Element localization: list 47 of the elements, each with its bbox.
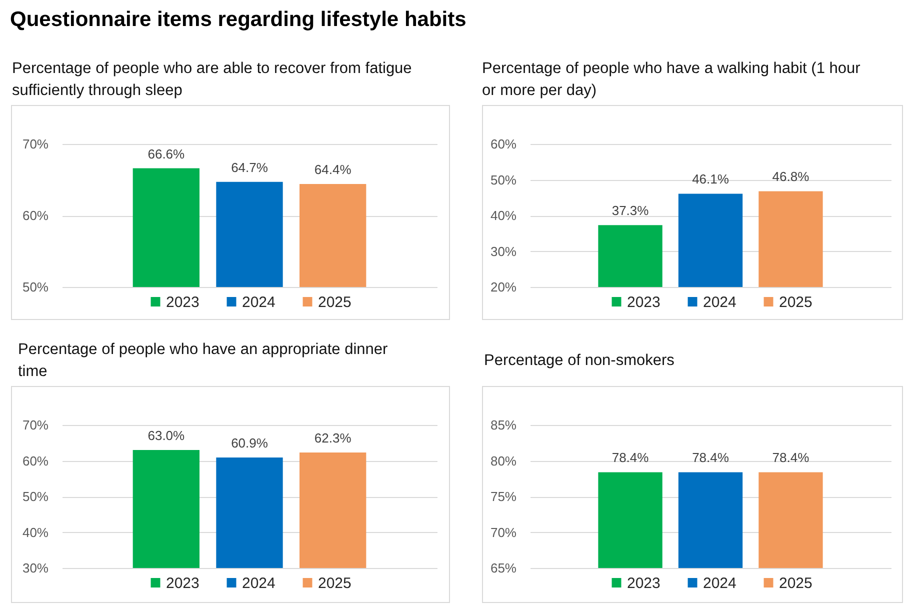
data-label: 64.7% bbox=[231, 160, 268, 175]
legend-label: 2023 bbox=[166, 294, 200, 311]
y-tick-label: 60% bbox=[490, 136, 517, 152]
y-tick-label: 60% bbox=[22, 208, 49, 223]
chart-title: Percentage of people who have an appropriate dinner time bbox=[18, 340, 389, 382]
legend-label: 2024 bbox=[703, 294, 736, 311]
data-label: 62.3% bbox=[314, 430, 352, 446]
y-tick-label: 70% bbox=[490, 524, 517, 540]
text: Questionnaire items regarding lifestyle habits bbox=[10, 8, 466, 32]
y-tick-label: 75% bbox=[490, 489, 517, 504]
legend-label: 2024 bbox=[242, 574, 276, 592]
y-tick-label: 50% bbox=[22, 280, 49, 294]
data-label: 66.6% bbox=[148, 146, 186, 162]
legend-label: 2025 bbox=[318, 574, 352, 592]
legend-label: 2024 bbox=[703, 574, 736, 592]
data-label: 63.0% bbox=[148, 428, 186, 444]
legend-label: 2025 bbox=[779, 574, 812, 592]
y-tick-label: 50% bbox=[22, 489, 49, 504]
data-label: 60.9% bbox=[231, 436, 268, 451]
y-tick-label: 70% bbox=[22, 136, 49, 152]
y-tick-label: 40% bbox=[22, 524, 49, 540]
legend-label: 2023 bbox=[166, 574, 200, 592]
y-tick-label: 30% bbox=[22, 560, 49, 576]
legend-label: 2025 bbox=[779, 294, 812, 311]
y-tick-label: 30% bbox=[490, 244, 517, 259]
y-tick-label: 70% bbox=[22, 418, 49, 432]
data-label: 64.4% bbox=[314, 162, 352, 178]
legend-label: 2024 bbox=[242, 294, 276, 311]
data-label: 78.4% bbox=[772, 450, 810, 466]
y-tick-label: 20% bbox=[490, 280, 517, 294]
y-tick-label: 80% bbox=[490, 453, 517, 468]
chart-title: Percentage of non-smokers bbox=[484, 351, 676, 371]
data-label: 78.4% bbox=[612, 450, 650, 466]
y-tick-label: 50% bbox=[490, 172, 517, 188]
legend-label: 2023 bbox=[627, 574, 660, 592]
y-tick-label: 60% bbox=[22, 453, 49, 468]
y-tick-label: 65% bbox=[490, 560, 517, 576]
legend-label: 2023 bbox=[627, 294, 660, 311]
y-tick-label: 85% bbox=[490, 418, 517, 432]
data-label: 37.3% bbox=[612, 203, 650, 218]
legend-label: 2025 bbox=[318, 294, 352, 311]
data-label: 78.4% bbox=[692, 450, 730, 466]
data-label: 46.8% bbox=[772, 169, 810, 184]
data-label: 46.1% bbox=[692, 172, 730, 187]
chart-title: Percentage of people who are able to recover from fatigue sufficiently through sleep bbox=[12, 59, 413, 101]
y-tick-label: 40% bbox=[490, 208, 517, 223]
chart-title: Percentage of people who have a walking habit (1 hour or more per day) bbox=[482, 59, 862, 101]
